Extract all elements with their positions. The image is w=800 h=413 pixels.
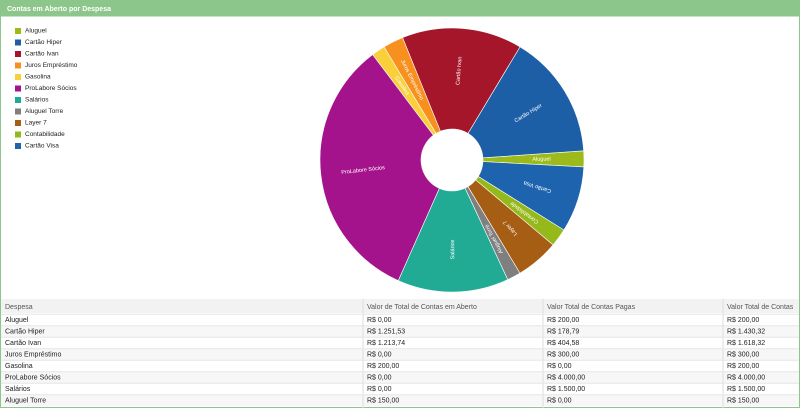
table-cell: R$ 404,58 <box>547 340 579 347</box>
legend-label: Contabilidade <box>25 131 65 138</box>
column-header: Valor de Total de Contas em Aberto <box>367 304 477 311</box>
legend-swatch <box>15 28 21 34</box>
table-cell: Cartão Hiper <box>5 328 45 335</box>
pie-slice <box>477 161 585 231</box>
legend-swatch <box>15 97 21 103</box>
column-header: Valor Total de Contas Pagas <box>547 304 636 311</box>
legend-swatch <box>15 85 21 92</box>
row-stripe <box>1 371 799 384</box>
table-cell: R$ 150,00 <box>727 397 759 404</box>
column-header: Valor Total de Contas <box>727 304 794 311</box>
table-cell: R$ 150,00 <box>367 397 399 404</box>
pie-slice <box>467 46 584 159</box>
table-header-bg <box>1 299 799 313</box>
legend-label: Layer 7 <box>25 120 47 127</box>
legend-label: Juros Empréstimo <box>25 62 78 69</box>
table-cell: R$ 300,00 <box>547 351 579 358</box>
legend-label: Aluguel <box>25 28 47 35</box>
legend-label: Cartão Hiper <box>25 39 63 46</box>
slice-label: ProLabore Sócios <box>341 165 385 176</box>
legend-swatch <box>15 108 21 115</box>
header-bar <box>0 0 800 16</box>
slice-label: Aluguel <box>532 157 550 163</box>
legend-label: Cartão Ivan <box>25 51 59 58</box>
table-cell: Cartão Ivan <box>5 340 41 347</box>
legend-swatch <box>15 51 21 57</box>
table-cell: R$ 1.500,00 <box>547 386 585 393</box>
header-title: Contas em Aberto por Despesa <box>7 6 111 13</box>
pie-slice <box>402 27 521 134</box>
table-cell: R$ 200,00 <box>727 363 759 370</box>
table-cell: R$ 0,00 <box>367 317 392 324</box>
legend-label: Aluguel Torre <box>25 108 64 115</box>
row-stripe <box>1 394 799 407</box>
legend-label: ProLabore Sócios <box>25 85 77 92</box>
slice-label: Salários <box>450 239 456 259</box>
table-cell: R$ 300,00 <box>727 351 759 358</box>
legend-swatch <box>15 74 21 80</box>
pie-slice <box>397 187 509 293</box>
table-cell: R$ 0,00 <box>547 397 572 404</box>
legend-label: Gasolina <box>25 74 51 81</box>
legend-swatch <box>15 120 21 126</box>
table-cell: R$ 0,00 <box>547 363 572 370</box>
table-cell: R$ 4.000,00 <box>727 374 765 381</box>
legend-swatch <box>15 39 21 46</box>
legend-swatch <box>15 62 21 69</box>
table-cell: Juros Empréstimo <box>5 351 62 358</box>
table-cell: R$ 200,00 <box>727 317 759 324</box>
legend-swatch <box>15 131 21 138</box>
row-stripe <box>1 348 799 361</box>
row-stripe <box>1 325 799 338</box>
table-cell: R$ 1.500,00 <box>727 386 765 393</box>
table-cell: R$ 0,00 <box>367 374 392 381</box>
table-cell: Gasolina <box>5 363 33 370</box>
legend-swatch <box>15 143 21 149</box>
table-cell: R$ 0,00 <box>367 351 392 358</box>
legend-label: Cartão Visa <box>25 143 59 150</box>
table-cell: R$ 1.430,32 <box>727 328 765 335</box>
slice-label: Cartão Ivan <box>455 56 463 85</box>
legend-label: Salários <box>25 97 49 104</box>
table-cell: R$ 0,00 <box>367 386 392 393</box>
table-cell: R$ 200,00 <box>547 317 579 324</box>
table-cell: Aluguel <box>5 317 29 324</box>
table-cell: R$ 1.618,32 <box>727 340 765 347</box>
table-cell: Salários <box>5 386 31 393</box>
table-cell: R$ 4.000,00 <box>547 374 585 381</box>
table-cell: ProLabore Sócios <box>5 374 61 381</box>
table-cell: R$ 1.213,74 <box>367 340 405 347</box>
column-header: Despesa <box>5 304 33 311</box>
table-cell: R$ 1.251,53 <box>367 328 405 335</box>
table-cell: R$ 178,79 <box>547 328 579 335</box>
table-cell: Aluguel Torre <box>5 397 46 404</box>
pie-slice <box>319 54 440 281</box>
table-cell: R$ 200,00 <box>367 363 399 370</box>
